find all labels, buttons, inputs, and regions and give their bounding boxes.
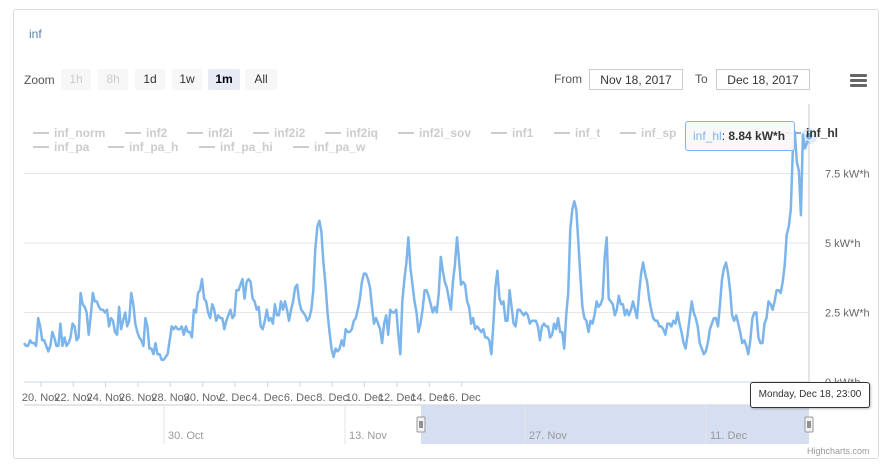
x-tick-label: 30. Nov <box>184 392 222 404</box>
tooltip-value: 8.84 kW*h <box>728 129 786 143</box>
navigator-handle[interactable] <box>804 416 814 433</box>
y-tick-label: 5 kW*h <box>825 238 860 250</box>
hover-marker <box>804 131 814 141</box>
hamburger-menu-icon[interactable] <box>850 74 867 88</box>
legend-symbol <box>33 145 49 148</box>
legend-label: inf2i <box>208 126 233 140</box>
navigator-selection <box>421 405 809 444</box>
x-tick-label: 2. Dec <box>219 392 251 404</box>
legend-symbol <box>253 131 269 134</box>
legend-symbol <box>491 131 507 134</box>
navigator-label: 13. Nov <box>349 430 387 442</box>
y-tick-label: 2.5 kW*h <box>825 308 870 320</box>
legend-label: inf2 <box>146 126 168 140</box>
zoom-label: Zoom <box>24 73 55 87</box>
crosshair-date-label: Monday, Dec 18, 23:00 <box>750 382 870 408</box>
x-tick-label: 14. Dec <box>410 392 448 404</box>
x-tick-label: 12. Dec <box>378 392 416 404</box>
legend-label: inf1 <box>512 126 534 140</box>
from-date-input[interactable]: Nov 18, 2017 <box>589 69 683 90</box>
series-line <box>22 130 811 362</box>
x-tick-label: 20. Nov <box>22 392 60 404</box>
legend-item-inf1[interactable]: inf1 <box>491 126 533 140</box>
legend-label: inf_pa_w <box>314 140 366 154</box>
credits-link[interactable]: Highcharts.com <box>807 446 870 456</box>
x-tick-label: 6. Dec <box>284 392 316 404</box>
x-tick-label: 26. Nov <box>119 392 157 404</box>
zoom-button-all[interactable]: All <box>245 69 277 90</box>
legend-item-inf-sp[interactable]: inf_sp <box>620 126 676 140</box>
legend-label: inf_pa_hi <box>220 140 273 154</box>
legend-item-inf2iq[interactable]: inf2iq <box>325 126 378 140</box>
legend-item-inf2i[interactable]: inf2i <box>187 126 233 140</box>
legend-symbol <box>620 131 636 134</box>
navigator-label: 30. Oct <box>168 430 203 442</box>
x-tick-label: 22. Nov <box>54 392 92 404</box>
series-inf-hl <box>22 104 817 382</box>
legend-item-inf-norm[interactable]: inf_norm <box>33 126 105 140</box>
chart-title: inf <box>29 27 42 41</box>
menu-bar <box>850 74 867 77</box>
legend-symbol <box>33 131 49 134</box>
zoom-button-1d[interactable]: 1d <box>135 69 165 90</box>
legend-item-inf-pa[interactable]: inf_pa <box>33 140 89 154</box>
legend-label: inf_hl <box>806 126 838 140</box>
to-label: To <box>695 72 708 86</box>
navigator-label: 27. Nov <box>529 430 567 442</box>
navigator-label: 11. Dec <box>710 430 748 442</box>
legend-label: inf_pa <box>54 140 90 154</box>
x-tick-label: 10. Dec <box>346 392 384 404</box>
legend-label: inf2i2 <box>274 126 306 140</box>
legend-symbol <box>554 131 570 134</box>
legend-symbol <box>108 145 124 148</box>
tooltip-series-name: inf_hl <box>693 129 722 143</box>
legend-label: inf2iq <box>346 126 378 140</box>
legend-label: inf_pa_h <box>129 140 179 154</box>
legend-item-inf-pa-hi[interactable]: inf_pa_hi <box>199 140 273 154</box>
legend-item-inf2[interactable]: inf2 <box>125 126 167 140</box>
legend-label: inf_sp <box>641 126 677 140</box>
x-tick-label: 8. Dec <box>316 392 348 404</box>
legend-item-inf-pa-w[interactable]: inf_pa_w <box>293 140 365 154</box>
legend-label: inf2i_sov <box>419 126 472 140</box>
to-date-input[interactable]: Dec 18, 2017 <box>716 69 810 90</box>
legend-item-inf-t[interactable]: inf_t <box>554 126 600 140</box>
tooltip: inf_hl: 8.84 kW*h <box>685 121 795 151</box>
x-tick-label: 4. Dec <box>252 392 284 404</box>
x-tick-label: 16. Dec <box>443 392 481 404</box>
y-axis: 0 kW*h2.5 kW*h5 kW*h7.5 kW*h <box>825 169 870 390</box>
legend-item-inf-pa-h[interactable]: inf_pa_h <box>108 140 178 154</box>
legend-label: inf_norm <box>54 126 106 140</box>
legend-symbol <box>398 131 414 134</box>
x-tick-label: 28. Nov <box>151 392 189 404</box>
menu-bar <box>850 84 867 87</box>
legend-label: inf_t <box>575 126 601 140</box>
x-tick-label: 24. Nov <box>87 392 125 404</box>
legend-item-inf2i-sov[interactable]: inf2i_sov <box>398 126 471 140</box>
y-tick-label: 7.5 kW*h <box>825 169 870 181</box>
zoom-button-1m[interactable]: 1m <box>208 69 240 90</box>
navigator[interactable]: 30. Oct 13. Nov 27. Nov 11. Dec <box>24 404 814 444</box>
legend-symbol <box>199 145 215 148</box>
zoom-button-8h[interactable]: 8h <box>98 69 128 90</box>
menu-bar <box>850 79 867 82</box>
legend-item-inf2i2[interactable]: inf2i2 <box>253 126 305 140</box>
navigator-handle[interactable] <box>416 416 426 433</box>
legend-symbol <box>125 131 141 134</box>
from-label: From <box>554 72 582 86</box>
zoom-button-1h[interactable]: 1h <box>61 69 91 90</box>
legend-symbol <box>187 131 203 134</box>
legend-symbol <box>293 145 309 148</box>
legend-symbol <box>325 131 341 134</box>
zoom-button-1w[interactable]: 1w <box>172 69 202 90</box>
